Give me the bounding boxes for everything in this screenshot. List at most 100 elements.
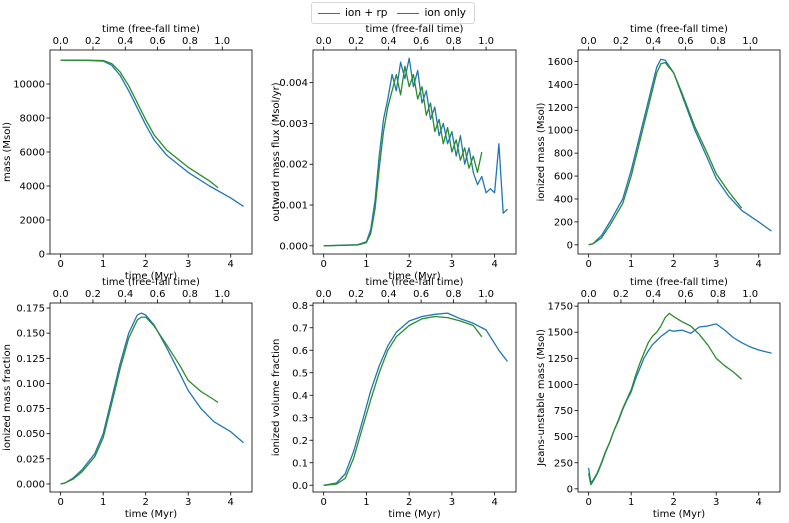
- x-tick-label: 1: [628, 259, 634, 270]
- y-tick-label: 0.175: [16, 304, 45, 315]
- series-line-ion-rp: [60, 59, 244, 207]
- top-axis-label: time (free-fall time): [630, 277, 728, 288]
- top-tick-label: 0.4: [645, 289, 661, 300]
- x-tick-label: 4: [491, 497, 497, 508]
- y-tick-label: 400: [554, 194, 573, 205]
- series-line-ion-only: [323, 315, 483, 486]
- y-tick-label: 0.075: [16, 404, 45, 415]
- y-tick-label: 0.5: [292, 368, 308, 379]
- y-axis-label: mass (Msol): [2, 122, 13, 182]
- x-tick-label: 3: [713, 497, 719, 508]
- y-tick-label: 0.004: [279, 78, 308, 89]
- series-line-ion-rp: [323, 312, 509, 486]
- y-tick-label: 1500: [548, 328, 573, 339]
- top-tick-label: 1.0: [742, 36, 758, 47]
- legend-entry-ion-only: ion only: [397, 7, 466, 19]
- top-tick-label: 1.0: [478, 289, 494, 300]
- y-tick-label: 0.001: [279, 201, 308, 212]
- top-tick-label: 0.8: [446, 289, 462, 300]
- legend: ion + rp ion only: [311, 2, 475, 24]
- top-tick-label: 0.0: [316, 289, 332, 300]
- y-tick-label: 0.000: [279, 241, 308, 252]
- top-tick-label: 0.8: [182, 289, 198, 300]
- top-tick-label: 1.0: [742, 289, 758, 300]
- y-tick-label: 10000: [13, 80, 45, 91]
- panel-1: 0 1 2 3 4 0.0 0.2 0.4 0.6 0.8 1.0 0 2000 4000 6000 8000…: [2, 24, 253, 282]
- x-tick-label: 1: [100, 497, 106, 508]
- axes-frame: [49, 302, 253, 493]
- top-tick-label: 0.8: [710, 36, 726, 47]
- top-tick-label: 0.0: [581, 36, 597, 47]
- y-tick-label: 500: [554, 432, 573, 443]
- legend-line-ion-only: [397, 12, 420, 14]
- y-tick-label: 0.000: [16, 479, 45, 490]
- top-axis-label: time (free-fall time): [630, 24, 728, 35]
- y-tick-label: 0.7: [292, 323, 308, 334]
- top-tick-label: 0.2: [348, 36, 364, 47]
- y-tick-label: 0.6: [292, 346, 308, 357]
- x-tick-label: 0: [57, 259, 63, 270]
- top-tick-label: 0.6: [678, 289, 694, 300]
- top-axis-label: time (free-fall time): [366, 24, 464, 35]
- y-tick-label: 0.3: [292, 413, 308, 424]
- x-tick-label: 1: [363, 259, 369, 270]
- x-tick-label: 1: [363, 497, 369, 508]
- x-tick-label: 0: [585, 497, 591, 508]
- top-axis-label: time (free-fall time): [102, 24, 200, 35]
- y-tick-label: 0.4: [292, 391, 308, 402]
- y-tick-label: 750: [554, 406, 573, 417]
- x-axis-label: time (Myr): [653, 509, 705, 520]
- top-tick-label: 0.8: [446, 36, 462, 47]
- x-tick-label: 1: [100, 259, 106, 270]
- y-tick-label: 6000: [20, 148, 45, 159]
- series-line-ion-only: [587, 312, 743, 486]
- y-tick-label: 0.002: [279, 160, 308, 171]
- top-tick-label: 0.2: [85, 289, 101, 300]
- x-axis-label: time (Myr): [388, 271, 440, 282]
- x-tick-label: 3: [185, 259, 191, 270]
- x-tick-label: 2: [142, 259, 148, 270]
- x-tick-label: 0: [320, 497, 326, 508]
- x-tick-label: 2: [406, 259, 412, 270]
- legend-label-ion-rp: ion + rp: [345, 7, 388, 19]
- y-tick-label: 1750: [548, 302, 573, 313]
- top-tick-label: 0.4: [381, 36, 397, 47]
- x-tick-label: 3: [713, 259, 719, 270]
- axes-frame: [312, 302, 517, 493]
- top-tick-label: 1.0: [214, 36, 230, 47]
- x-tick-label: 3: [449, 497, 455, 508]
- y-axis-label: Jeans-unstable mass (Msol): [536, 329, 547, 467]
- x-tick-label: 2: [406, 497, 412, 508]
- x-tick-label: 2: [670, 259, 676, 270]
- legend-label-ion-only: ion only: [424, 7, 466, 19]
- y-tick-label: 0.0: [292, 481, 308, 492]
- top-tick-label: 0.8: [182, 36, 198, 47]
- top-tick-label: 0.4: [645, 36, 661, 47]
- series-line-ion-rp: [588, 58, 772, 246]
- y-tick-label: 0.003: [279, 119, 308, 130]
- y-tick-label: 200: [554, 217, 573, 228]
- x-tick-label: 3: [449, 259, 455, 270]
- top-tick-label: 1.0: [478, 36, 494, 47]
- y-axis-label: ionized volume fraction: [271, 339, 282, 457]
- y-tick-label: 4000: [20, 182, 45, 193]
- x-axis-label: time (Myr): [388, 509, 440, 520]
- y-tick-label: 0.150: [16, 329, 45, 340]
- panel-3: 0 1 2 3 4 0.0 0.2 0.4 0.6 0.8 1.0 0 200 400 600 800 1000…: [536, 24, 781, 270]
- x-tick-label: 4: [491, 259, 497, 270]
- y-tick-label: 1600: [548, 57, 573, 68]
- y-tick-label: 0: [567, 484, 573, 495]
- y-tick-label: 0.125: [16, 354, 45, 365]
- top-tick-label: 0.4: [117, 289, 133, 300]
- series-line-ion-rp: [587, 323, 772, 484]
- y-tick-label: 600: [554, 172, 573, 183]
- y-tick-label: 0: [567, 240, 573, 251]
- x-axis-label: time (Myr): [125, 271, 177, 282]
- series-line-ion-rp: [60, 312, 244, 485]
- y-tick-label: 0.050: [16, 429, 45, 440]
- series-line-ion-only: [60, 59, 219, 189]
- top-tick-label: 0.6: [150, 36, 166, 47]
- y-tick-label: 0.2: [292, 436, 308, 447]
- top-axis-label: time (free-fall time): [366, 277, 464, 288]
